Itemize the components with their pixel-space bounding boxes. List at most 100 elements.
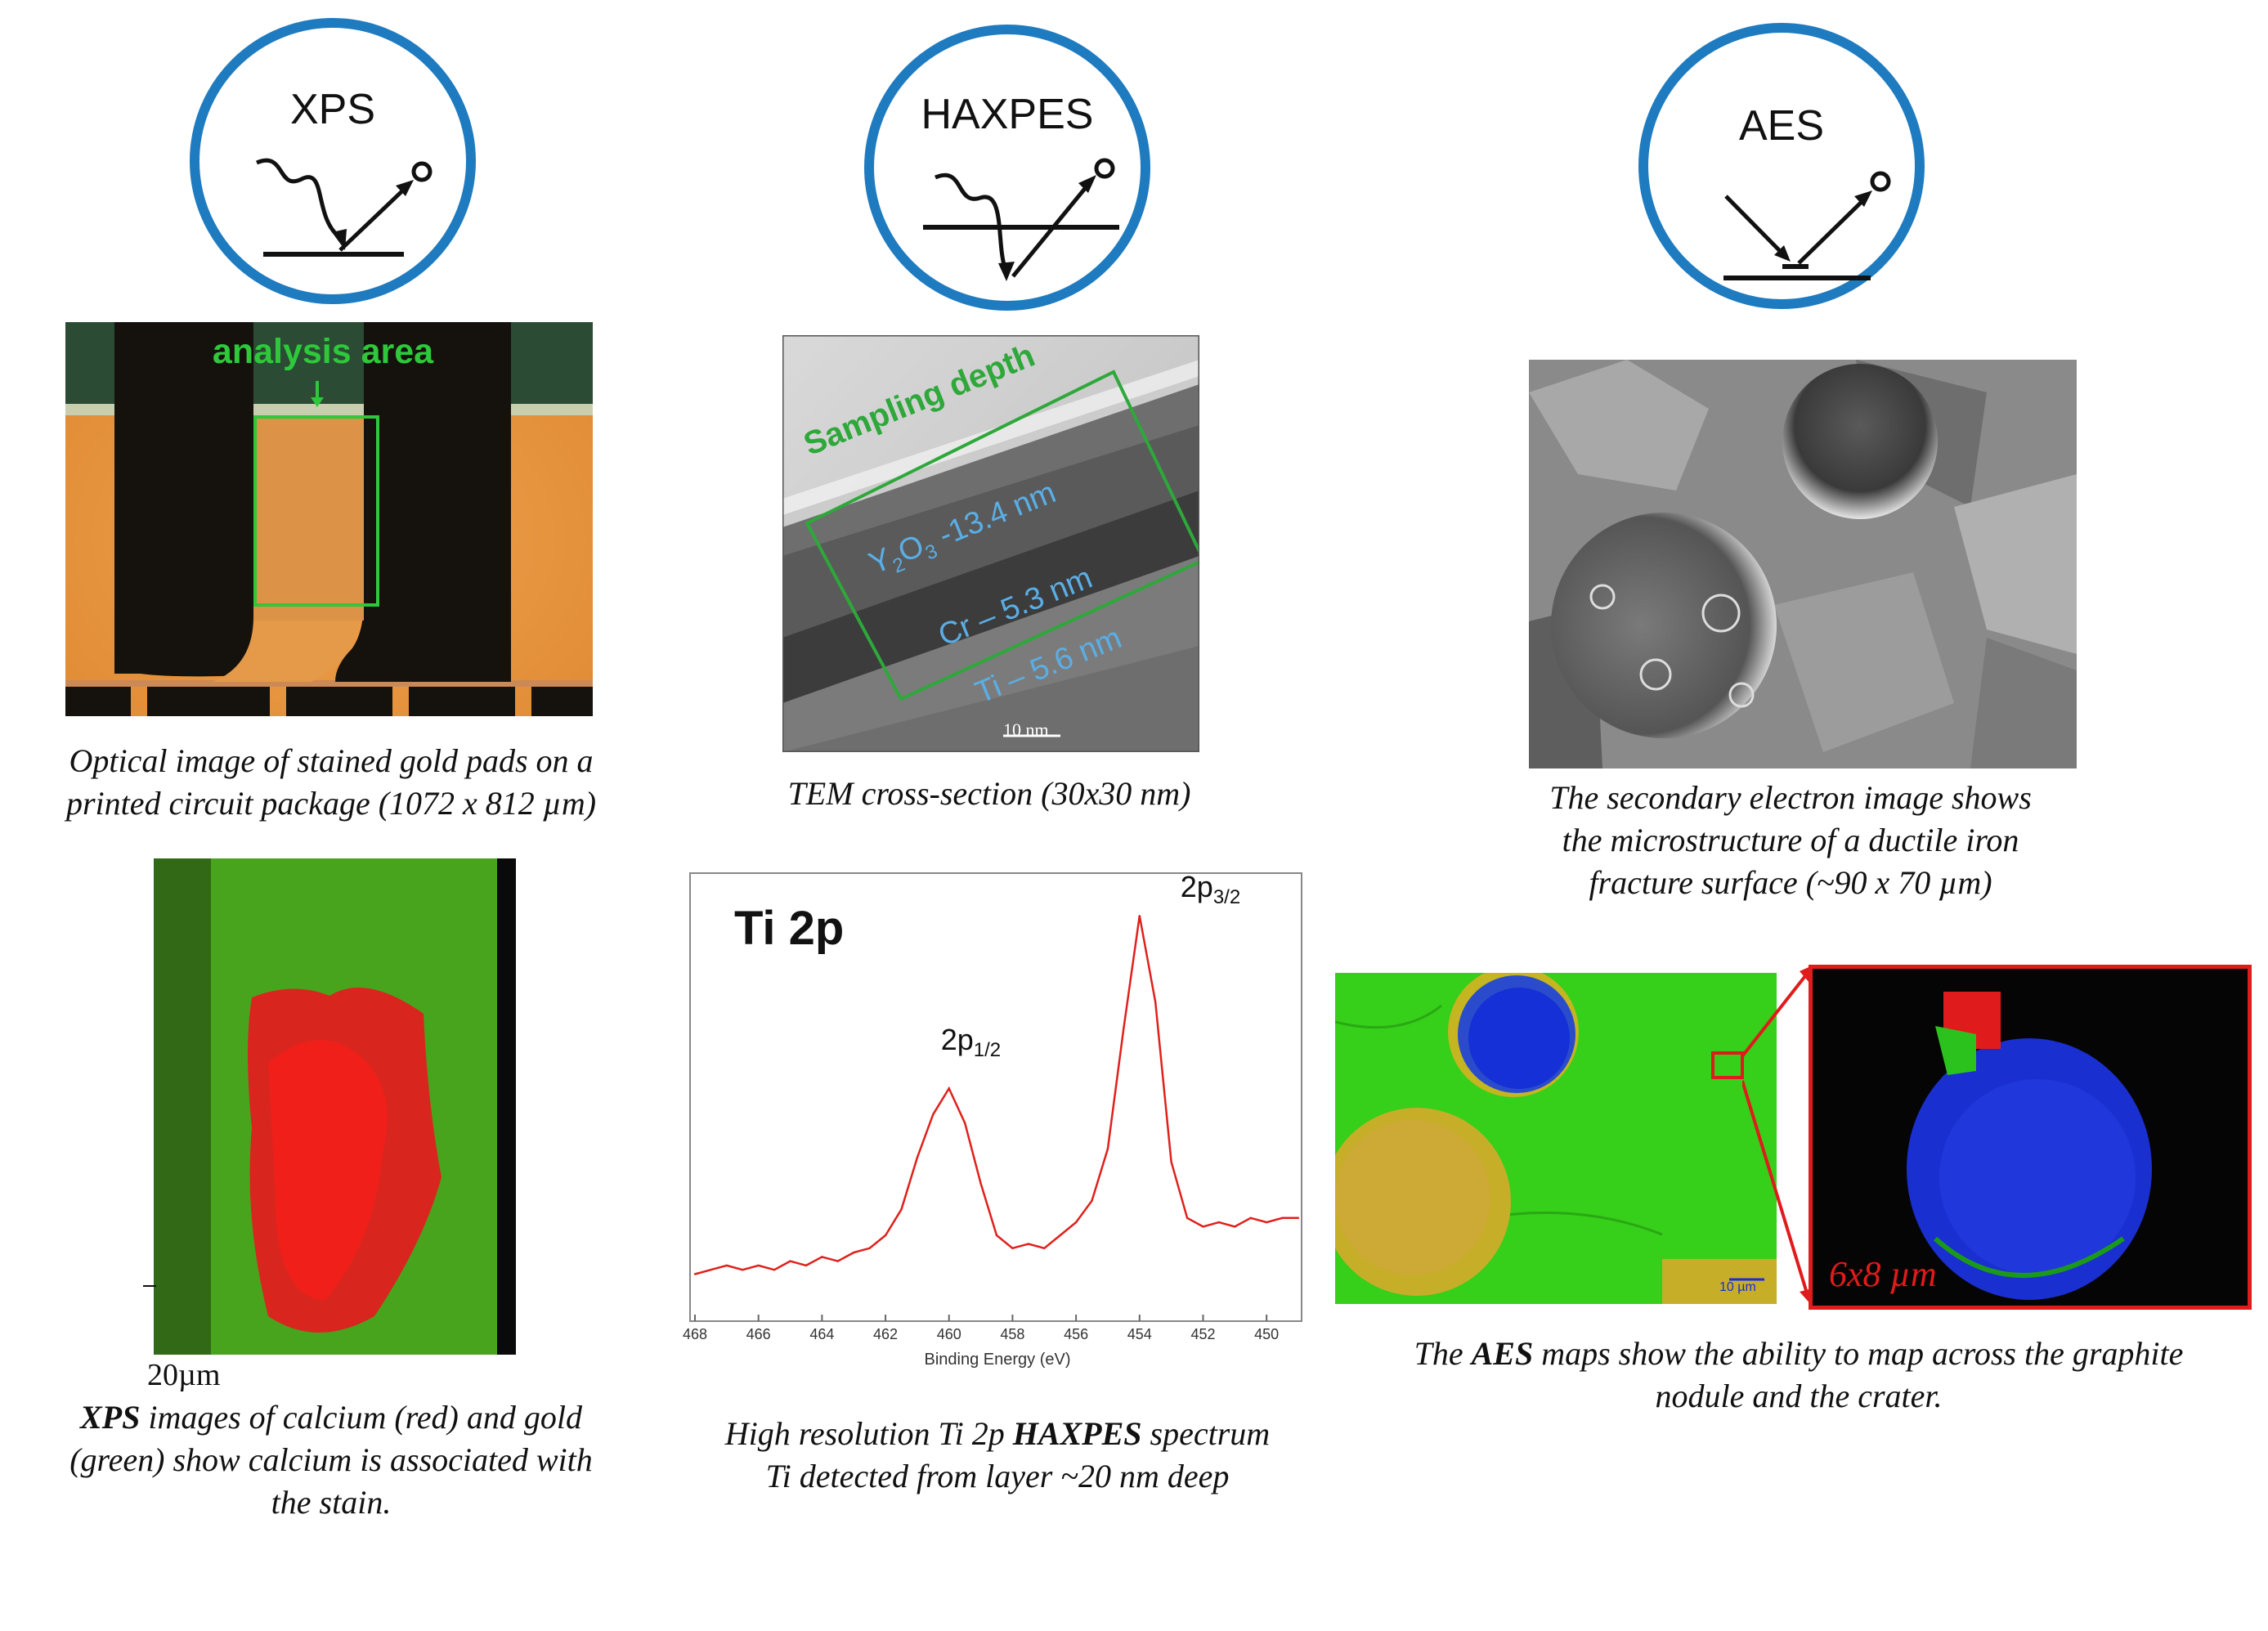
xps-calcium-gold-map <box>154 858 516 1355</box>
spectrum-svg <box>689 872 1302 1322</box>
aes-map-caption-post: maps show the ability to map across the … <box>1533 1335 2184 1372</box>
haxpes-label: HAXPES <box>921 91 1094 138</box>
spectrum-caption-line-2: Ti detected from layer ~20 nm deep <box>765 1458 1230 1494</box>
optical-caption-line-1: Optical image of stained gold pads on a <box>69 742 594 779</box>
zoom-size-label: 6x8 µm <box>1829 1254 1937 1294</box>
data-point <box>1265 1221 1268 1224</box>
haxpes-schematic-icon <box>923 158 1119 281</box>
annotation-2p32-sub: 3/2 <box>1212 886 1241 909</box>
haxpes-technique-circle: HAXPES <box>864 25 1150 311</box>
x-tick-label: 462 <box>873 1326 899 1342</box>
data-point <box>1170 1161 1172 1163</box>
sem-caption-line-2: the microstructure of a ductile iron <box>1562 822 2019 858</box>
xps-map-caption-line-2: (green) show calcium is associated with <box>69 1441 593 1478</box>
data-point <box>1217 1221 1221 1224</box>
xps-map-graphic <box>154 858 516 1355</box>
aes-map-caption-bold: AES <box>1471 1335 1534 1372</box>
spectrum-caption: High resolution Ti 2p HAXPES spectrum Ti… <box>670 1413 1324 1498</box>
x-axis-label: Binding Energy (eV) <box>924 1351 1071 1369</box>
annotation-2p32: 2p3/2 <box>1181 870 1240 909</box>
data-point <box>1106 1148 1109 1150</box>
spectrum-caption-bold: HAXPES <box>1012 1415 1142 1452</box>
data-point <box>963 1122 966 1124</box>
x-tick-label: 450 <box>1254 1326 1280 1342</box>
tem-image-graphic <box>781 334 1206 754</box>
tem-cross-section-image: Sampling depth Y2O3 -13.4 nm Cr – 5.3 nm… <box>781 334 1206 754</box>
xps-map-scale-label: 20µm <box>147 1358 221 1392</box>
aes-elemental-map: 10 µm <box>1323 966 1777 1304</box>
tem-scale-label: 10 nm <box>1003 719 1049 740</box>
xps-map-caption-line-3: the stain. <box>271 1484 392 1521</box>
aes-zoom-graphic <box>1813 969 2248 1306</box>
data-point <box>1202 1225 1204 1228</box>
data-point <box>1234 1225 1236 1228</box>
data-point <box>725 1264 728 1267</box>
data-point <box>773 1269 776 1271</box>
data-point <box>836 1260 839 1262</box>
data-point <box>900 1208 903 1211</box>
spectrum-caption-post: spectrum <box>1141 1415 1271 1452</box>
aes-schematic-icon <box>1723 171 1891 280</box>
optical-image-gold-pads: analysis area <box>65 322 593 716</box>
spectrum-caption-pre: High resolution Ti 2p <box>724 1415 1013 1452</box>
xps-schematic-icon <box>256 158 433 257</box>
aes-map-scale-label: 10 µm <box>1719 1280 1756 1294</box>
data-point <box>884 1234 887 1237</box>
aes-technique-circle: AES <box>1638 23 1925 309</box>
annotation-2p12: 2p1/2 <box>941 1023 1001 1062</box>
data-point <box>693 1273 697 1275</box>
aes-label: AES <box>1738 102 1825 150</box>
aes-map-caption: The AES maps show the ability to map acr… <box>1341 1333 2257 1418</box>
data-point <box>821 1256 823 1258</box>
data-point <box>805 1264 808 1267</box>
data-point <box>948 1087 950 1090</box>
data-point <box>853 1251 855 1254</box>
data-point <box>1186 1217 1189 1220</box>
optical-image-caption: Optical image of stained gold pads on a … <box>16 740 646 825</box>
sem-image-graphic <box>1529 360 2077 768</box>
aes-map-caption-line-2: nodule and the crater. <box>1655 1378 1943 1414</box>
data-point <box>868 1247 871 1249</box>
aes-map-graphic <box>1323 966 1777 1304</box>
data-point <box>1091 1199 1093 1202</box>
annotation-2p12-main: 2p <box>940 1023 974 1057</box>
data-point <box>916 1156 919 1159</box>
x-tick-label: 464 <box>809 1326 835 1342</box>
plot-frame <box>689 872 1302 1322</box>
xps-label: XPS <box>289 86 376 133</box>
data-point <box>979 1182 982 1185</box>
aes-zoom-map: 6x8 µm <box>1809 965 2252 1310</box>
aes-map-caption-pre: The <box>1414 1335 1472 1372</box>
data-point <box>1059 1234 1061 1237</box>
x-tick-label: 454 <box>1127 1326 1152 1342</box>
zoom-connector-lines <box>1742 965 1814 1306</box>
optical-caption-line-2: printed circuit package (1072 x 812 µm) <box>65 785 597 822</box>
sem-caption-line-3: fracture surface (~90 x 70 µm) <box>1589 864 1992 901</box>
data-point <box>789 1260 791 1262</box>
ti2p-spectrum-chart: Ti 2p 468 466 464 462 460 458 456 454 452 450 Bin… <box>683 870 1308 1387</box>
data-point <box>757 1264 760 1267</box>
data-point <box>742 1269 744 1271</box>
optical-image-graphic <box>65 322 593 716</box>
annotation-2p32-main: 2p <box>1180 869 1213 903</box>
analysis-area-label: analysis area <box>212 332 434 371</box>
xps-map-caption: XPS images of calcium (red) and gold (gr… <box>16 1396 646 1524</box>
data-point <box>710 1269 712 1271</box>
x-tick-label: 458 <box>1000 1326 1025 1342</box>
x-tick-label: 466 <box>746 1326 771 1342</box>
data-point <box>1297 1217 1300 1220</box>
sem-caption: The secondary electron image shows the m… <box>1472 777 2109 904</box>
xps-map-caption-bold: XPS <box>79 1399 141 1436</box>
x-tick-label: 468 <box>682 1326 708 1342</box>
data-point <box>932 1113 935 1116</box>
data-point <box>1281 1217 1284 1220</box>
x-tick-label: 460 <box>936 1326 961 1342</box>
tem-caption: TEM cross-section (30x30 nm) <box>787 775 1191 812</box>
data-point <box>995 1234 998 1237</box>
data-point <box>1027 1243 1030 1245</box>
xps-map-caption-line-1: images of calcium (red) and gold <box>140 1399 582 1436</box>
x-tick-label: 456 <box>1064 1326 1089 1342</box>
xps-map-scalebar <box>143 1285 156 1295</box>
data-point <box>1249 1217 1252 1220</box>
annotation-2p12-sub: 1/2 <box>973 1039 1002 1062</box>
